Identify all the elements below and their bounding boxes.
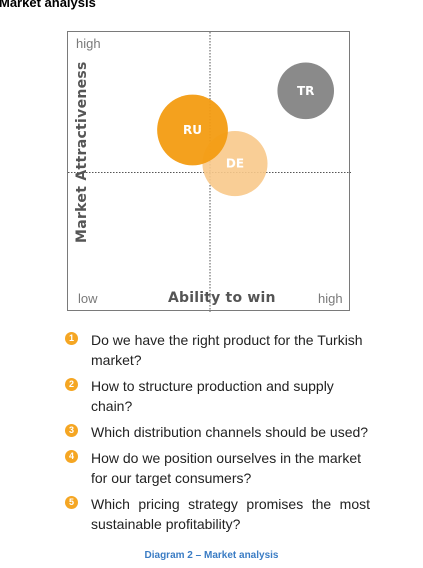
list-item: 4 How do we position ourselves in the ma… (65, 448, 370, 488)
number-badge-icon: 3 (65, 424, 78, 437)
bubble-label-ru: RU (183, 123, 202, 137)
question-text: How do we position ourselves in the mark… (91, 450, 362, 486)
number-badge-icon: 4 (65, 450, 78, 463)
number-badge-icon: 2 (65, 378, 78, 391)
page-title: Market analysis (0, 0, 96, 10)
question-text: How to structure production and supply c… (91, 378, 334, 414)
x-axis-low-label: low (78, 291, 98, 306)
question-text: Do we have the right product for the Tur… (91, 332, 363, 368)
bubble-tr (277, 62, 335, 120)
x-axis-title: Ability to win (168, 290, 276, 306)
list-item: 3 Which distribution channels should be … (65, 422, 370, 442)
bubble-ru (157, 94, 228, 166)
y-axis-title: Market Attractiveness (74, 61, 90, 243)
number-badge-icon: 5 (65, 496, 78, 509)
question-text: Which pricing strategy promises the most… (91, 496, 370, 532)
list-item: 2 How to structure production and supply… (65, 376, 370, 416)
question-list: 1 Do we have the right product for the T… (65, 330, 370, 540)
list-item: 1 Do we have the right product for the T… (65, 330, 370, 370)
figure-caption: Diagram 2 – Market analysis (144, 550, 279, 561)
y-axis-high-label: high (76, 36, 101, 51)
bubble-chart-svg: DE RU TR (68, 32, 351, 312)
market-matrix-chart: DE RU TR high low high Ability to win Mark… (67, 31, 351, 312)
question-text: Which distribution channels should be us… (91, 424, 369, 440)
bubble-label-de: DE (226, 157, 244, 171)
x-axis-high-label: high (318, 291, 343, 306)
bubble-label-tr: TR (297, 84, 314, 98)
number-badge-icon: 1 (65, 332, 78, 345)
list-item: 5 Which pricing strategy promises the mo… (65, 494, 370, 534)
